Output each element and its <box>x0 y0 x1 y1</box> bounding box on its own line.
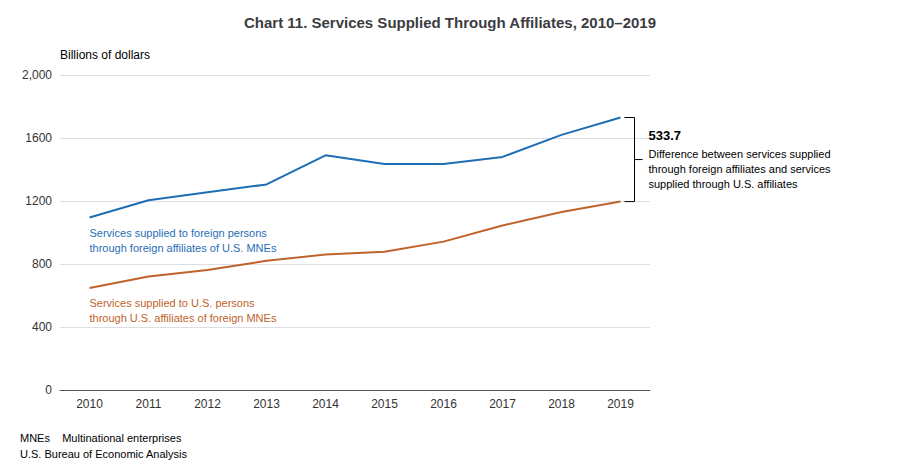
svg-text:2013: 2013 <box>253 397 280 411</box>
svg-text:400: 400 <box>32 320 52 334</box>
svg-text:through foreign affiliates of: through foreign affiliates of U.S. MNEs <box>90 242 277 254</box>
svg-text:2010: 2010 <box>76 397 103 411</box>
svg-text:through foreign affiliates and: through foreign affiliates and services <box>649 163 832 175</box>
svg-text:Services supplied to foreign p: Services supplied to foreign persons <box>90 227 268 239</box>
svg-text:1600: 1600 <box>25 131 52 145</box>
svg-text:Services supplied to U.S. pers: Services supplied to U.S. persons <box>90 297 256 309</box>
svg-text:0: 0 <box>45 383 52 397</box>
svg-text:2016: 2016 <box>430 397 457 411</box>
svg-text:Billions of dollars: Billions of dollars <box>60 48 150 62</box>
svg-text:2012: 2012 <box>194 397 221 411</box>
svg-text:Chart 11. Services Supplied Th: Chart 11. Services Supplied Through Affi… <box>244 14 656 31</box>
svg-text:supplied through U.S. affiliat: supplied through U.S. affiliates <box>649 178 798 190</box>
svg-text:800: 800 <box>32 257 52 271</box>
svg-text:MNEs Multinational enterpri: MNEs Multinational enterprises <box>20 432 182 444</box>
svg-text:U.S. Bureau of Economic Analys: U.S. Bureau of Economic Analysis <box>20 448 187 460</box>
svg-text:1200: 1200 <box>25 194 52 208</box>
svg-text:2019: 2019 <box>607 397 634 411</box>
svg-text:2014: 2014 <box>312 397 339 411</box>
svg-text:through U.S. affiliates of for: through U.S. affiliates of foreign MNEs <box>90 312 277 324</box>
svg-text:2,000: 2,000 <box>22 68 52 82</box>
svg-text:2015: 2015 <box>371 397 398 411</box>
svg-text:533.7: 533.7 <box>649 128 682 143</box>
svg-text:2018: 2018 <box>548 397 575 411</box>
svg-text:2017: 2017 <box>489 397 516 411</box>
svg-text:Difference between services su: Difference between services supplied <box>649 148 831 160</box>
svg-text:2011: 2011 <box>136 397 162 411</box>
